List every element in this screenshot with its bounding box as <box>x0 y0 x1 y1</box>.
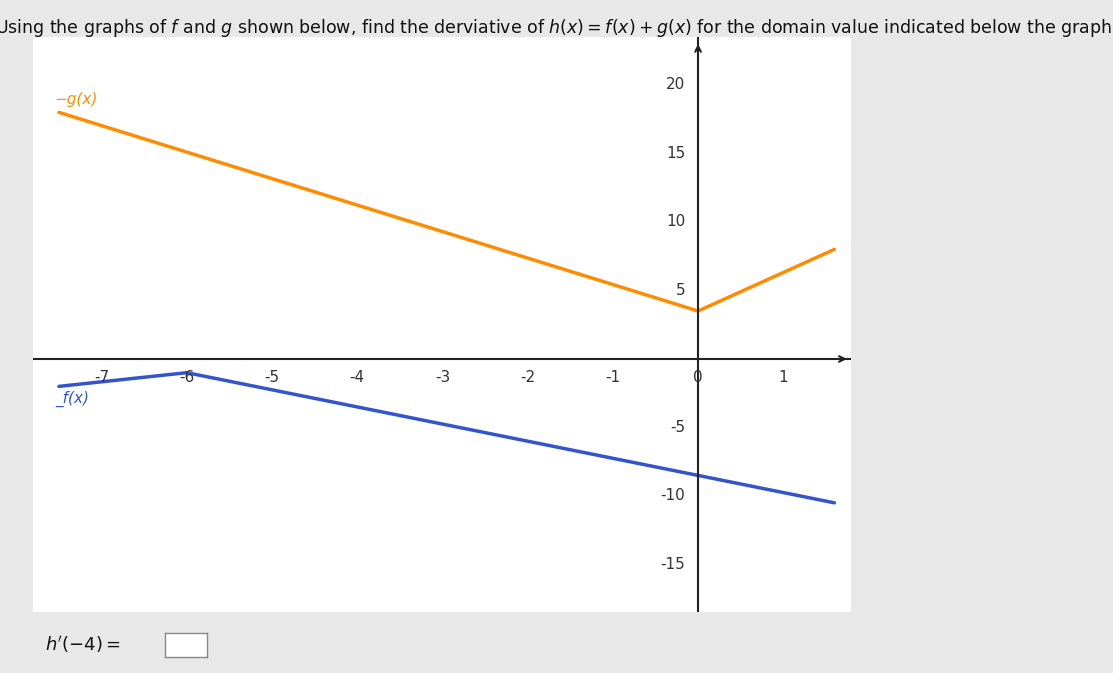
Text: 1: 1 <box>778 370 788 385</box>
Text: _f(x): _f(x) <box>55 390 89 406</box>
Text: −g(x): −g(x) <box>55 92 98 107</box>
Text: -4: -4 <box>349 370 365 385</box>
Text: $h'(-4)=$: $h'(-4)=$ <box>45 634 120 656</box>
Text: -10: -10 <box>660 489 686 503</box>
Text: -3: -3 <box>435 370 450 385</box>
Text: -7: -7 <box>93 370 109 385</box>
Text: -5: -5 <box>670 420 686 435</box>
Text: -15: -15 <box>660 557 686 572</box>
Text: -6: -6 <box>179 370 195 385</box>
Text: Using the graphs of $f$ and $g$ shown below, find the derviative of $h(x) = f(x): Using the graphs of $f$ and $g$ shown be… <box>0 17 1113 39</box>
Text: 10: 10 <box>666 215 686 229</box>
Text: 20: 20 <box>666 77 686 92</box>
Text: -5: -5 <box>265 370 279 385</box>
Text: 15: 15 <box>666 146 686 161</box>
Text: -2: -2 <box>520 370 535 385</box>
Text: 0: 0 <box>693 370 703 385</box>
Text: 5: 5 <box>676 283 686 298</box>
Text: -1: -1 <box>605 370 620 385</box>
